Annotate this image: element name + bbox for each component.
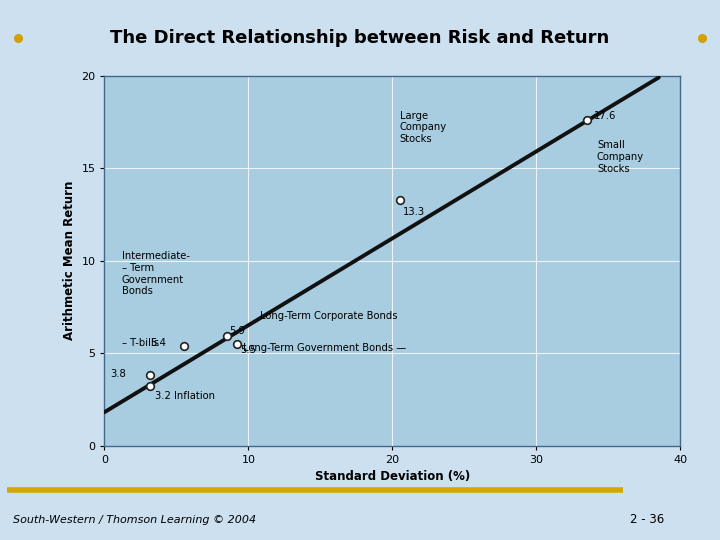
Text: 17.6: 17.6 <box>594 111 616 122</box>
Text: 3.2 Inflation: 3.2 Inflation <box>155 390 215 401</box>
Text: 5.9: 5.9 <box>230 326 246 336</box>
Text: The Direct Relationship between Risk and Return: The Direct Relationship between Risk and… <box>110 29 610 46</box>
Text: 5.4: 5.4 <box>150 338 166 348</box>
Text: Long-Term Corporate Bonds: Long-Term Corporate Bonds <box>260 311 397 321</box>
Text: – T-bills: – T-bills <box>122 338 158 348</box>
Text: 2 - 36: 2 - 36 <box>630 513 665 526</box>
Text: 5.5: 5.5 <box>240 345 256 355</box>
Text: 3.8: 3.8 <box>110 369 126 379</box>
Text: Intermediate-
– Term
Government
Bonds: Intermediate- – Term Government Bonds <box>122 251 189 296</box>
Text: Long-Term Government Bonds —: Long-Term Government Bonds — <box>243 343 406 353</box>
Text: Large
Company
Stocks: Large Company Stocks <box>400 111 446 144</box>
X-axis label: Standard Deviation (%): Standard Deviation (%) <box>315 470 470 483</box>
Text: 13.3: 13.3 <box>402 207 425 218</box>
Text: Small
Company
Stocks: Small Company Stocks <box>597 140 644 173</box>
Text: South-Western / Thomson Learning © 2004: South-Western / Thomson Learning © 2004 <box>13 515 256 524</box>
Y-axis label: Arithmetic Mean Return: Arithmetic Mean Return <box>63 181 76 340</box>
